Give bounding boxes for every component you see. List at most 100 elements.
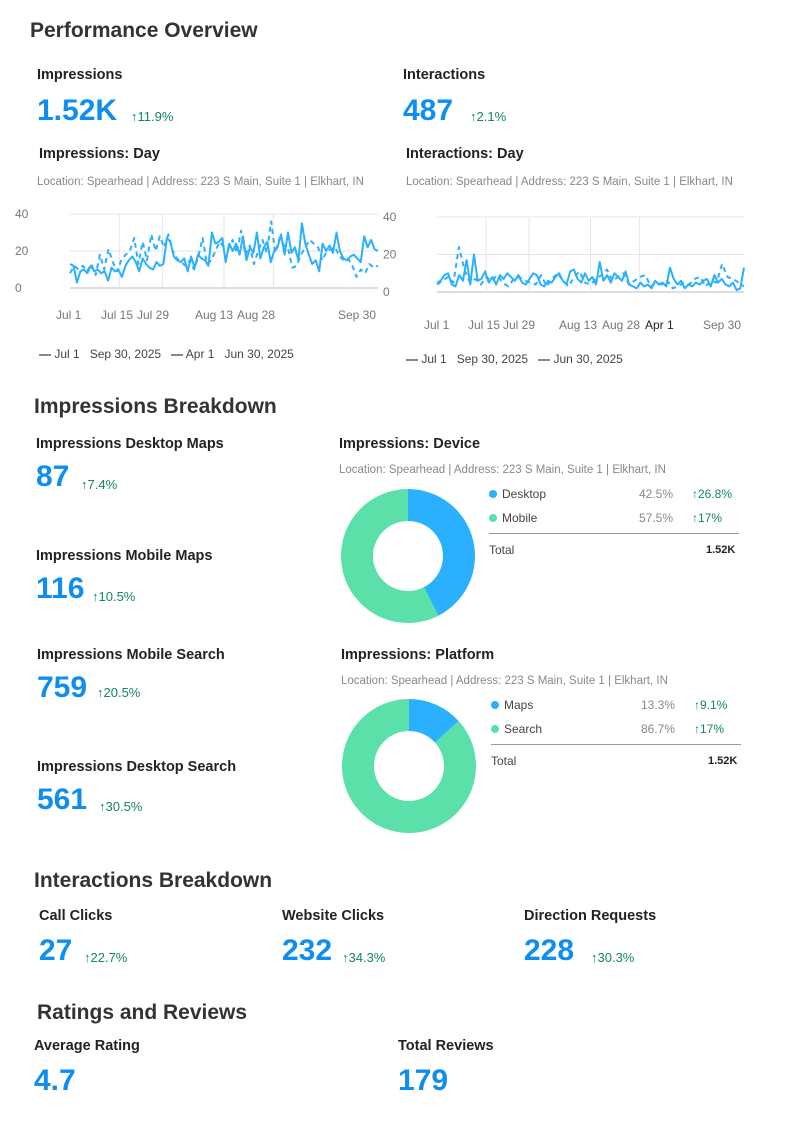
chart-legend: Jul 1 Sep 30, 2025 Jun 30, 2025 bbox=[406, 352, 623, 366]
y-tick-label: 0 bbox=[15, 281, 22, 295]
change-text: 20.5% bbox=[103, 685, 141, 700]
metric-value: 87 bbox=[36, 460, 70, 493]
metric-change: ↑10.5% bbox=[92, 589, 136, 604]
legend-previous: Jun 30, 2025 bbox=[553, 352, 623, 366]
donut-slice-mobile[interactable] bbox=[341, 489, 439, 623]
slice-name: Search bbox=[504, 722, 543, 736]
chart-title: Impressions: Platform bbox=[341, 647, 495, 663]
slice-name: Desktop bbox=[502, 487, 547, 501]
chart-legend: Jul 1 Sep 30, 2025 Apr 1 Jun 30, 2025 bbox=[39, 347, 294, 361]
legend-dashed-icon bbox=[538, 358, 551, 361]
change-text: 10.5% bbox=[98, 589, 136, 604]
table-divider bbox=[491, 744, 741, 745]
x-tick-label: Jul 15 bbox=[101, 308, 133, 322]
chart-title: Impressions: Device bbox=[339, 436, 481, 452]
total-label: Total bbox=[491, 754, 517, 768]
total-label: Total bbox=[489, 543, 515, 557]
total-reviews-value: 179 bbox=[398, 1064, 449, 1097]
legend-row: Maps bbox=[491, 698, 533, 712]
legend-row: Search bbox=[491, 722, 542, 736]
metric-change: ↑34.3% bbox=[342, 950, 386, 965]
metric-label: Call Clicks bbox=[39, 908, 113, 924]
chart-subtitle: Location: Spearhead | Address: 223 S Mai… bbox=[406, 176, 733, 188]
x-tick-label: Sep 30 bbox=[338, 308, 376, 322]
slice-change: ↑17% bbox=[692, 511, 723, 525]
slice-change: ↑17% bbox=[694, 722, 725, 736]
table-divider bbox=[489, 533, 739, 534]
x-tick-label: Jul 15 bbox=[468, 318, 500, 332]
average-rating-value: 4.7 bbox=[34, 1064, 76, 1097]
donut-slice-search[interactable] bbox=[342, 699, 476, 833]
slice-change: ↑9.1% bbox=[694, 698, 728, 712]
metric-change: ↑20.5% bbox=[97, 685, 141, 700]
section-title: Impressions Breakdown bbox=[34, 395, 277, 418]
metric-change: ↑22.7% bbox=[84, 950, 128, 965]
slice-name: Mobile bbox=[502, 511, 538, 525]
change-text: 34.3% bbox=[348, 950, 386, 965]
metric-label: Impressions Mobile Maps bbox=[36, 548, 213, 564]
slice-pct: 86.7% bbox=[641, 722, 676, 736]
change-text: 30.5% bbox=[105, 799, 143, 814]
x-tick-label: Aug 13 bbox=[195, 308, 233, 322]
metric-value: 116 bbox=[36, 572, 85, 605]
chart-subtitle: Location: Spearhead | Address: 223 S Mai… bbox=[37, 176, 364, 188]
legend-row: Mobile bbox=[489, 511, 537, 525]
metric-label: Direction Requests bbox=[524, 908, 657, 924]
x-tick-label: Aug 28 bbox=[602, 318, 640, 332]
donut-chart bbox=[341, 489, 475, 623]
legend-dot-icon bbox=[489, 490, 497, 498]
x-tick-label: Apr 1 bbox=[645, 318, 674, 332]
y-tick-label: 20 bbox=[383, 248, 397, 262]
donut-slice-maps[interactable] bbox=[409, 699, 459, 743]
interactions-value: 487 bbox=[403, 94, 454, 127]
change-text: 26.8% bbox=[698, 487, 733, 501]
page-title: Performance Overview bbox=[30, 19, 258, 42]
y-tick-label: 20 bbox=[15, 244, 29, 258]
change-text: 7.4% bbox=[87, 477, 118, 492]
y-tick-label: 0 bbox=[383, 285, 390, 299]
metric-label: Impressions Mobile Search bbox=[37, 647, 225, 663]
series-line-solid bbox=[436, 253, 745, 292]
metric-change: ↑30.3% bbox=[591, 950, 635, 965]
metric-change: ↑30.5% bbox=[99, 799, 143, 814]
legend-dot-icon bbox=[491, 701, 499, 709]
metric-value: 232 bbox=[282, 934, 333, 967]
legend-previous: Apr 1 Jun 30, 2025 bbox=[185, 347, 294, 361]
section-title: Ratings and Reviews bbox=[37, 1001, 248, 1024]
donut-slice-desktop[interactable] bbox=[408, 489, 475, 616]
donut-chart bbox=[342, 699, 476, 833]
change-text: 22.7% bbox=[90, 950, 128, 965]
impressions-change: ↑11.9% bbox=[131, 109, 174, 124]
change-text: 11.9% bbox=[137, 109, 174, 124]
metric-value: 561 bbox=[37, 783, 88, 816]
x-tick-label: Jul 1 bbox=[56, 308, 82, 322]
metric-label: Website Clicks bbox=[282, 908, 385, 924]
slice-change: ↑26.8% bbox=[692, 487, 733, 501]
x-tick-label: Sep 30 bbox=[703, 318, 741, 332]
chart-subtitle: Location: Spearhead | Address: 223 S Mai… bbox=[339, 464, 666, 476]
impressions-label: Impressions bbox=[37, 67, 123, 83]
metric-value: 27 bbox=[39, 934, 73, 967]
slice-pct: 42.5% bbox=[639, 487, 674, 501]
x-tick-label: Jul 1 bbox=[424, 318, 450, 332]
legend-current: Jul 1 Sep 30, 2025 bbox=[54, 347, 162, 361]
chart-title: Impressions: Day bbox=[39, 146, 160, 162]
slice-name: Maps bbox=[504, 698, 534, 712]
metric-label: Impressions Desktop Search bbox=[37, 759, 237, 775]
change-text: 17% bbox=[700, 722, 725, 736]
y-tick-label: 40 bbox=[15, 207, 29, 221]
impressions-value: 1.52K bbox=[37, 94, 118, 127]
change-text: 17% bbox=[698, 511, 723, 525]
interactions-day-chart: 40 20 0 Jul 1 Jul 15 Jul 29 Aug 13 Aug 28 Apr 1 S… bbox=[383, 210, 745, 332]
series-line-solid bbox=[69, 222, 379, 284]
y-tick-label: 40 bbox=[383, 210, 397, 224]
metric-value: 759 bbox=[37, 671, 88, 704]
total-value: 1.52K bbox=[706, 544, 736, 556]
total-value: 1.52K bbox=[708, 755, 738, 767]
section-title: Interactions Breakdown bbox=[34, 869, 273, 892]
x-tick-label: Aug 28 bbox=[237, 308, 275, 322]
legend-solid-icon bbox=[406, 358, 418, 361]
interactions-label: Interactions bbox=[403, 67, 486, 83]
metric-value: 228 bbox=[524, 934, 575, 967]
x-tick-label: Aug 13 bbox=[559, 318, 597, 332]
